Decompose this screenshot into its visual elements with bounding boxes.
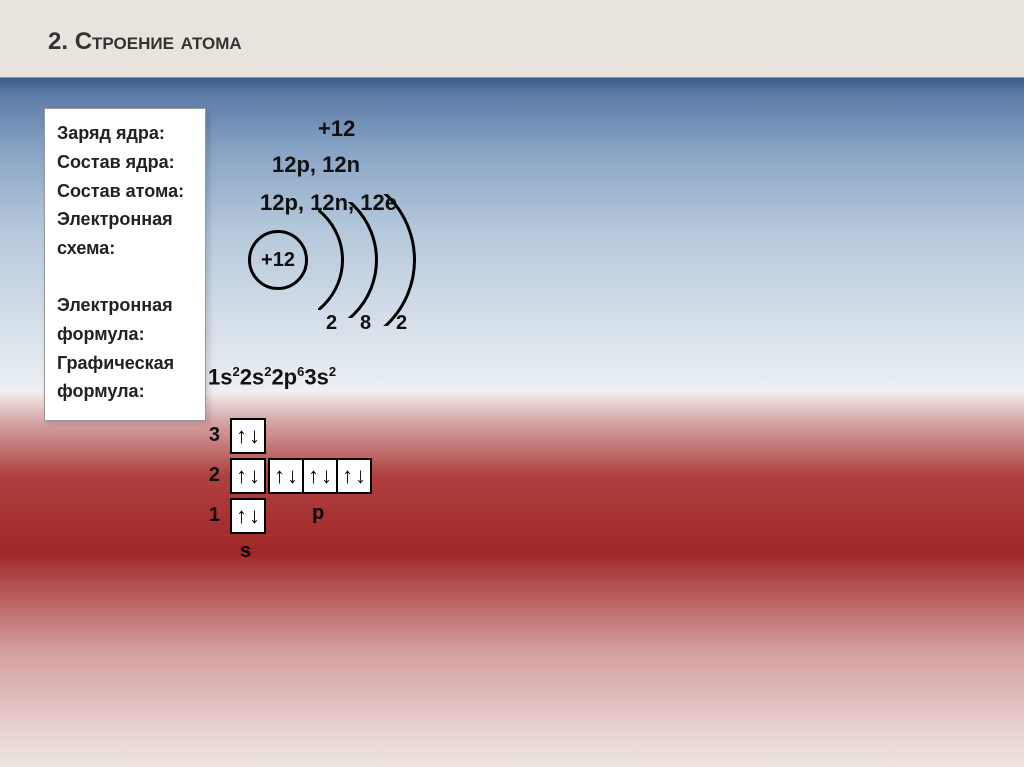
orbital-cell: ↑↓ — [230, 458, 266, 494]
label-schema: Электронная схема: — [57, 205, 193, 263]
orbital-row-2: ↑↓↑↓↑↓↑↓ — [230, 458, 372, 494]
s-label: s — [240, 540, 251, 563]
label-atom-comp: Состав атома: — [57, 177, 193, 206]
shell-count-1: 2 — [326, 312, 337, 335]
label-e-formula: Электронная формула: — [57, 291, 193, 349]
nucleus-circle: +12 — [248, 230, 308, 290]
orbital-row-3: ↑↓ — [230, 418, 266, 454]
level-1: 1 — [200, 504, 220, 527]
orbital-cell: ↑↓ — [336, 458, 372, 494]
label-charge: Заряд ядра: — [57, 119, 193, 148]
shell-arc-1 — [318, 210, 344, 310]
section-number: 2. — [48, 28, 68, 55]
orbital-cell: ↑↓ — [230, 418, 266, 454]
orbital-row-1: ↑↓ — [230, 498, 266, 534]
labels-box: Заряд ядра: Состав ядра: Состав атома: Э… — [44, 108, 206, 421]
value-charge: +12 — [318, 116, 355, 142]
orbital-cell: ↑↓ — [230, 498, 266, 534]
p-label: p — [312, 502, 324, 525]
label-g-formula: Графическая формула: — [57, 349, 193, 407]
label-nucleus-comp: Состав ядра: — [57, 148, 193, 177]
orbital-cell: ↑↓ — [302, 458, 338, 494]
value-e-formula: 1s22s22p63s2 — [208, 364, 336, 390]
shell-arc-3 — [382, 194, 416, 326]
value-nucleus-comp: 12p, 12n — [272, 152, 360, 178]
shell-count-2: 8 — [360, 312, 371, 335]
orbital-cell: ↑↓ — [268, 458, 304, 494]
section-title: 2. Строение атома — [48, 28, 242, 56]
level-2: 2 — [200, 464, 220, 487]
section-text: Строение атома — [75, 28, 242, 55]
shell-arc-2 — [348, 202, 378, 318]
level-3: 3 — [200, 424, 220, 447]
slide: 2. Строение атома Заряд ядра: Состав ядр… — [0, 0, 1024, 767]
nucleus-charge: +12 — [261, 249, 295, 272]
shell-count-3: 2 — [396, 312, 407, 335]
